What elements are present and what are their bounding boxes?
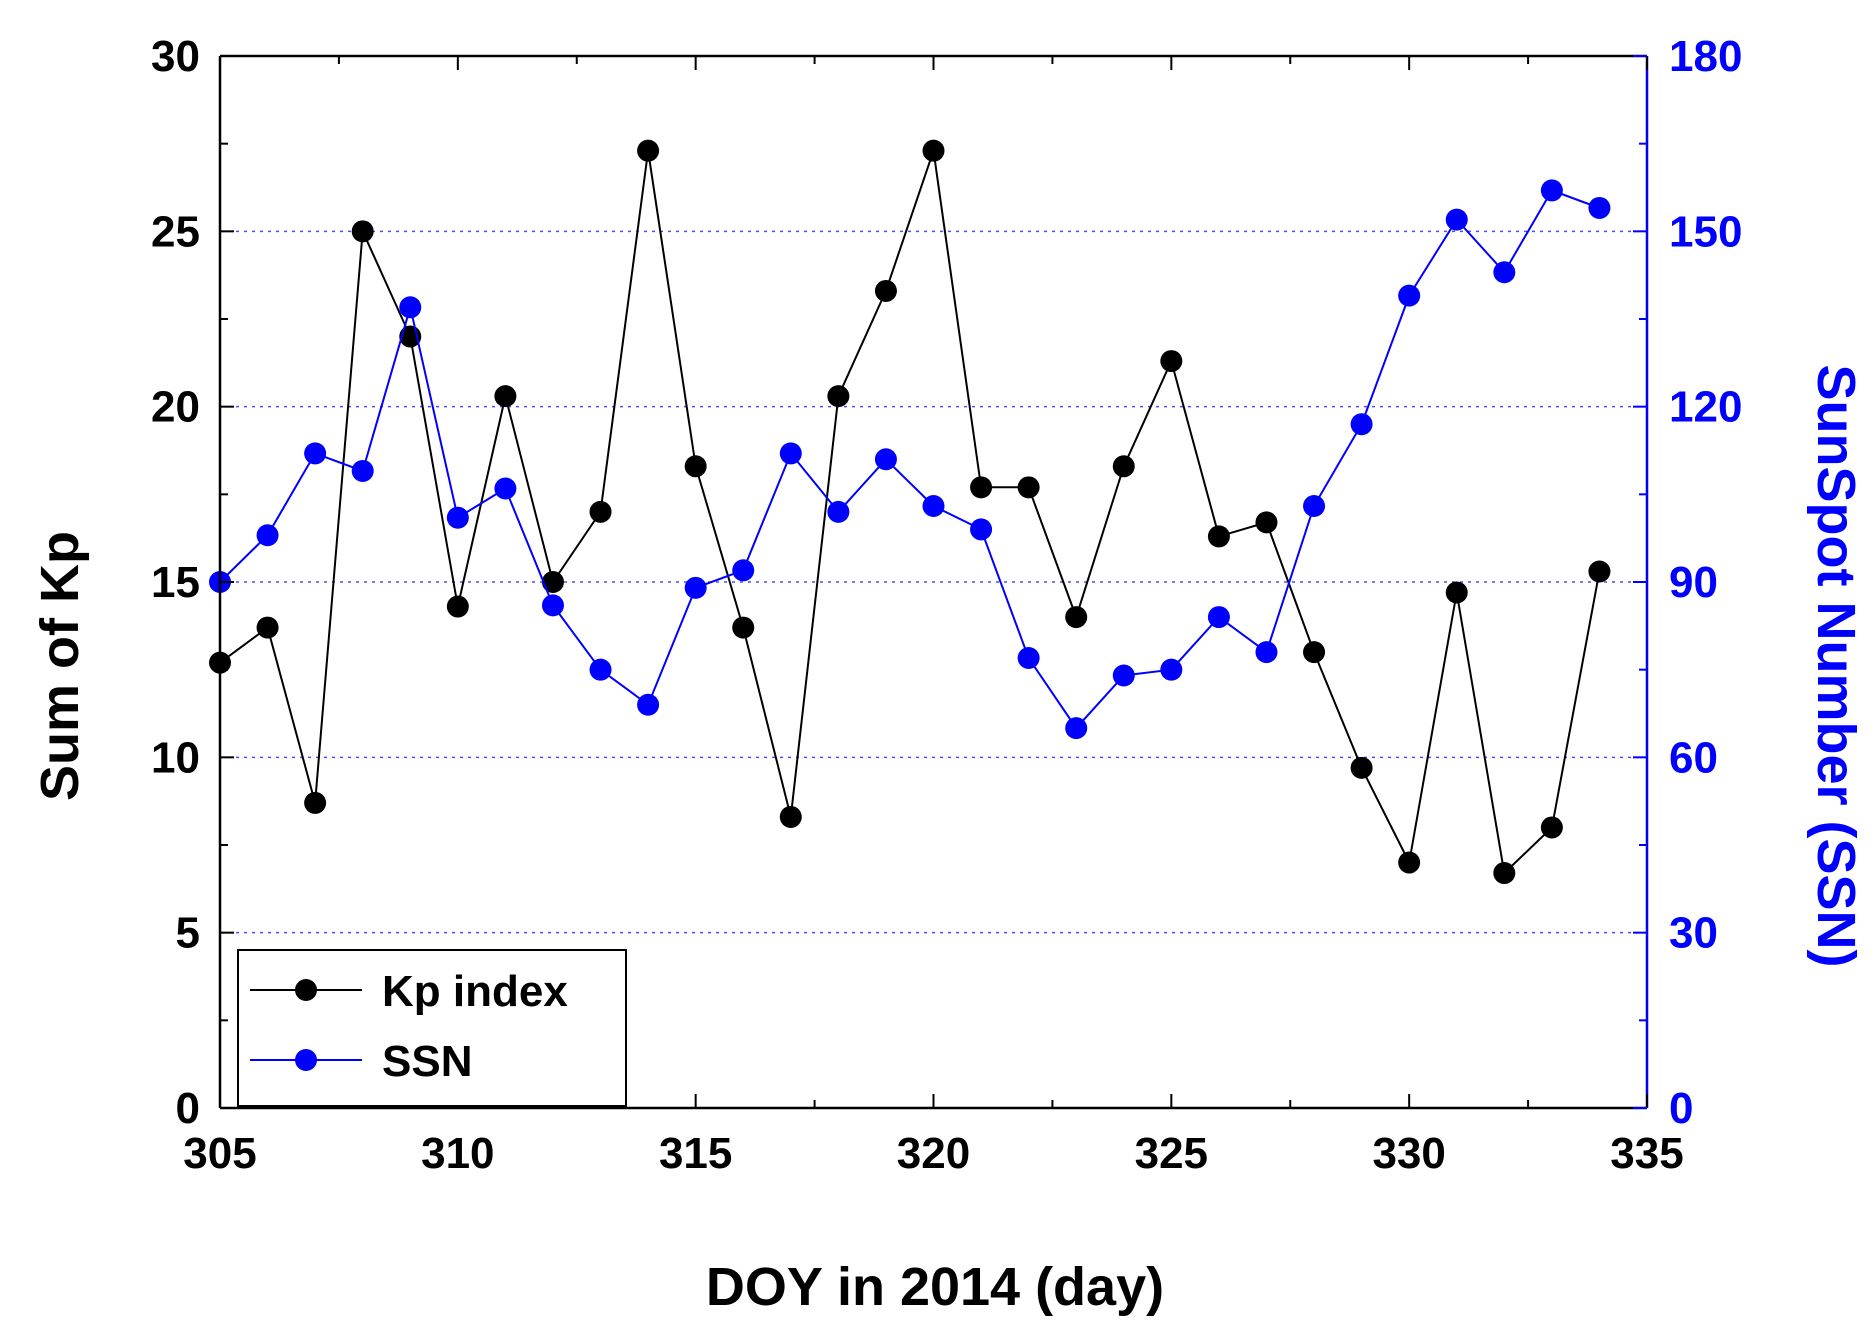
x-tick-label: 330: [1372, 1129, 1445, 1178]
kp-series-line: [219, 150, 1601, 876]
ssn-data-point: [779, 442, 802, 465]
kp-data-point: [541, 571, 564, 593]
kp-data-point: [1398, 851, 1421, 874]
y-left-tick-label: 5: [176, 909, 200, 958]
y-left-tick-label: 15: [151, 558, 200, 607]
x-tick-label: 320: [897, 1129, 970, 1178]
kp-data-point: [970, 476, 993, 499]
kp-data-point: [1445, 581, 1468, 604]
y-left-tick-label: 25: [151, 207, 200, 256]
grid-lines: [220, 230, 1647, 934]
ssn-data-point: [1588, 196, 1611, 219]
ssn-data-point: [684, 576, 707, 599]
ssn-data-point: [1303, 495, 1326, 518]
ssn-data-point: [874, 448, 897, 471]
y-left-tick-label: 30: [151, 32, 200, 81]
y-right-tick-label: 60: [1669, 733, 1718, 782]
y-left-tick-label: 0: [176, 1084, 200, 1133]
ssn-data-point: [732, 559, 755, 582]
kp-data-point: [1350, 756, 1373, 779]
ssn-data-point: [827, 500, 850, 523]
legend-ssn-label: SSN: [382, 1037, 472, 1086]
x-tick-label: 305: [183, 1129, 256, 1178]
kp-data-point: [1303, 641, 1326, 664]
ssn-data-point: [1398, 284, 1421, 307]
ssn-data-point: [1207, 606, 1230, 629]
y-right-tick-label: 150: [1669, 207, 1742, 256]
ssn-data-point: [494, 477, 517, 500]
right-y-axis-title: SunSpot Number (SSN): [1806, 365, 1866, 968]
kp-data-point: [1112, 455, 1135, 478]
y-right-tick-label: 30: [1669, 909, 1718, 958]
ssn-data-point: [351, 459, 374, 482]
legend-ssn-marker: [295, 1049, 317, 1071]
kp-data-point: [589, 500, 612, 523]
kp-data-point: [874, 279, 897, 302]
ssn-data-point: [1350, 413, 1373, 436]
y-right-tick-label: 120: [1669, 383, 1742, 432]
kp-data-point: [1207, 525, 1230, 548]
y-left-tick-label: 20: [151, 383, 200, 432]
ssn-data-point: [1493, 261, 1516, 284]
kp-data-point: [1493, 862, 1516, 885]
kp-data-point: [779, 805, 802, 828]
kp-data-point: [351, 220, 374, 243]
left-y-axis-title: Sum of Kp: [30, 531, 90, 801]
ssn-data-point: [922, 495, 945, 518]
kp-data-point: [1255, 511, 1278, 534]
ssn-data-point: [1065, 717, 1088, 740]
tick-labels: 305 310 315 320 325 330 3350510152025300306090…: [151, 32, 1742, 1178]
ssn-data-point: [446, 506, 469, 529]
kp-data-point: [1588, 560, 1611, 583]
kp-data-point: [1065, 606, 1088, 629]
kp-data-point: [446, 595, 469, 618]
kp-data-point: [637, 139, 660, 162]
ssn-data-point: [1445, 208, 1468, 231]
kp-data-point: [256, 616, 279, 639]
ssn-data-point: [970, 518, 993, 541]
kp-data-point: [684, 455, 707, 478]
ssn-data-point: [256, 524, 279, 547]
ssn-data-point: [304, 442, 327, 465]
legend-kp-label: Kp index: [382, 967, 568, 1016]
ssn-data-point: [1112, 664, 1135, 687]
ssn-data-point: [1255, 641, 1278, 664]
legend-kp-marker: [295, 979, 317, 1001]
kp-data-point: [732, 616, 755, 639]
x-axis-title: DOY in 2014 (day): [706, 1257, 1164, 1317]
x-tick-label: 325: [1135, 1129, 1208, 1178]
ssn-data-point: [637, 693, 660, 716]
y-right-tick-label: 90: [1669, 558, 1718, 607]
x-tick-label: 310: [421, 1129, 494, 1178]
kp-data-point: [922, 139, 945, 162]
y-right-tick-label: 0: [1669, 1084, 1693, 1133]
ssn-data-point: [399, 296, 422, 319]
x-tick-label: 335: [1610, 1129, 1683, 1178]
ssn-series-line: [219, 189, 1600, 730]
ssn-data-point: [1160, 658, 1183, 681]
kp-data-point: [1017, 476, 1040, 499]
y-left-tick-label: 10: [151, 733, 200, 782]
axes: [218, 54, 1649, 1110]
ssn-data-point: [1017, 646, 1040, 669]
kp-data-point: [1540, 816, 1563, 839]
legend-box: [237, 949, 627, 1107]
ssn-data-point: [589, 658, 612, 681]
ssn-data-point: [541, 594, 564, 617]
kp-data-point: [494, 385, 517, 408]
y-right-tick-label: 180: [1669, 32, 1742, 81]
x-tick-label: 315: [659, 1129, 732, 1178]
series-layer: [209, 139, 1611, 885]
kp-data-point: [827, 385, 850, 408]
kp-data-point: [1160, 350, 1183, 373]
legend: Kp index SSN: [237, 949, 627, 1107]
ssn-data-point: [1540, 179, 1563, 202]
kp-data-point: [304, 791, 327, 814]
